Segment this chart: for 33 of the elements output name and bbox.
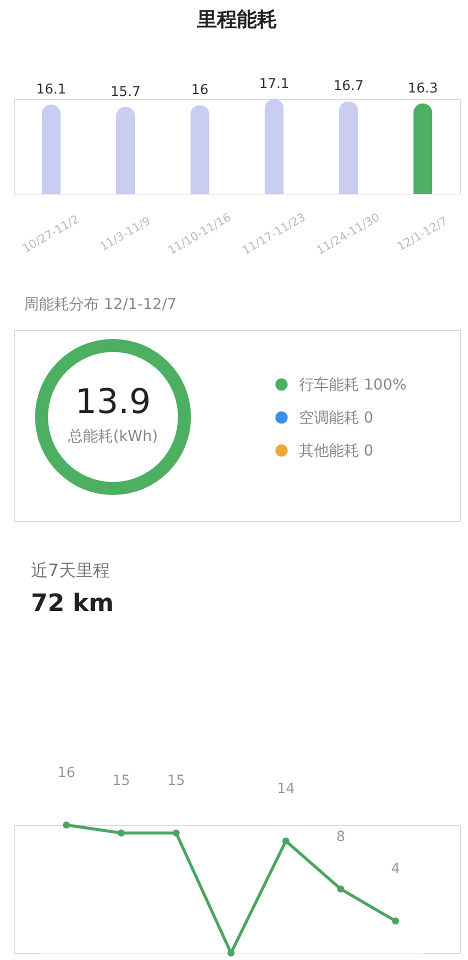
data-label: 16.3 — [408, 80, 438, 96]
legend-label: 行车能耗 100% — [299, 376, 407, 394]
data-label: 14 — [276, 781, 295, 797]
data-label: 16 — [58, 765, 76, 781]
data-label: 16.1 — [36, 82, 66, 98]
bar — [116, 106, 135, 194]
point — [172, 829, 180, 837]
chart-subtitle: 72 km — [31, 589, 114, 617]
bar — [42, 104, 61, 194]
point — [62, 821, 70, 829]
bar — [190, 105, 210, 194]
data-label: 16.7 — [333, 78, 364, 94]
data-label: 15.7 — [110, 84, 141, 100]
chart-title: 里程能耗 — [196, 7, 277, 31]
point — [337, 885, 344, 893]
data-label: 8 — [336, 829, 346, 845]
data-label: 15 — [167, 773, 186, 789]
data-label: 4 — [391, 861, 400, 877]
data-label: 15 — [112, 773, 130, 789]
point — [118, 829, 125, 837]
bar — [264, 99, 284, 194]
point — [282, 837, 290, 845]
legend-label: 空调能耗 0 — [299, 408, 374, 426]
legend-label: 其他能耗 0 — [299, 442, 374, 460]
chart-title: 近7天里程 — [31, 561, 110, 581]
chart-title: 周能耗分布 12/1-12/7 — [24, 295, 177, 313]
bar — [339, 101, 358, 194]
text: 13.9 — [75, 382, 151, 422]
bar — [413, 103, 432, 194]
data-label: 17.1 — [259, 76, 290, 92]
text: 总能耗(kWh) — [67, 427, 158, 445]
data-label: 16 — [191, 82, 208, 98]
point — [392, 917, 400, 925]
